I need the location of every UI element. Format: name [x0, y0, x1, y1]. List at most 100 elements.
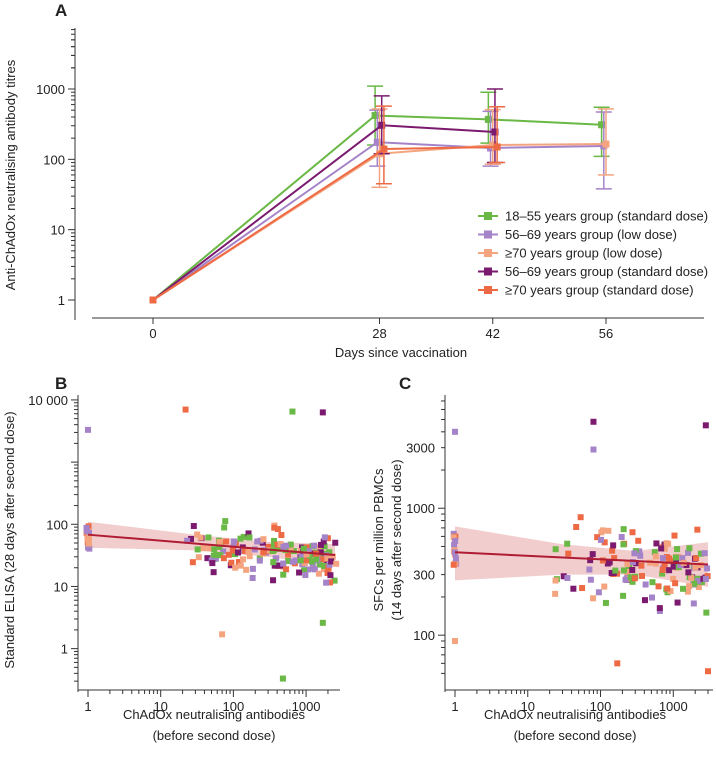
data-point: [674, 599, 681, 606]
data-point: [378, 121, 386, 129]
data-point: [598, 121, 606, 129]
data-point: [663, 540, 670, 547]
y-tick-label: 300: [413, 568, 435, 583]
data-point: [269, 547, 276, 554]
y-axis-label-line1: SFCs per million PBMCs: [371, 468, 386, 612]
data-point: [656, 605, 663, 612]
x-axis-label-line1: ChAdOx neutralising antibodies: [123, 707, 306, 722]
data-point: [274, 526, 281, 533]
y-tick-label: 3000: [406, 441, 435, 456]
data-point: [240, 533, 247, 540]
data-point: [216, 538, 223, 545]
data-point: [589, 551, 596, 558]
data-point: [635, 537, 642, 544]
data-point: [670, 575, 677, 582]
data-point: [305, 548, 312, 555]
data-point: [590, 418, 597, 425]
data-point: [326, 561, 333, 568]
series-line: [152, 145, 498, 301]
confidence-band: [455, 526, 708, 587]
data-point: [194, 531, 201, 538]
data-point: [680, 585, 687, 592]
data-point: [333, 560, 340, 567]
data-point: [318, 541, 325, 548]
data-point: [200, 545, 207, 552]
x-axis-label-line1: ChAdOx neutralising antibodies: [484, 707, 667, 722]
data-point: [611, 555, 618, 562]
data-point: [629, 566, 636, 573]
data-point: [300, 545, 307, 552]
data-point: [666, 567, 673, 574]
panel-a: A 1 10 100 1000 0 28 42 56 18–55 years group (s…: [3, 1, 708, 360]
data-point: [273, 555, 280, 562]
legend-label: ≥70 years group (low dose): [505, 246, 662, 261]
data-point: [229, 547, 236, 554]
data-point: [624, 569, 631, 576]
data-point: [624, 561, 631, 568]
data-point: [560, 573, 567, 580]
panel-c-letter: C: [399, 374, 411, 393]
data-point: [618, 534, 625, 541]
data-point: [241, 547, 248, 554]
data-point: [86, 534, 93, 541]
data-point: [704, 565, 711, 572]
x-tick-label: 100: [590, 699, 612, 714]
data-point: [587, 576, 594, 583]
data-point: [614, 660, 621, 667]
data-point: [705, 668, 711, 675]
data-point: [594, 534, 601, 541]
y-tick-label: 10: [54, 579, 68, 594]
data-point: [697, 550, 704, 557]
data-point: [590, 446, 597, 453]
data-point: [698, 578, 705, 585]
data-point: [321, 563, 328, 570]
data-point: [552, 546, 559, 553]
data-point: [249, 575, 256, 582]
data-point: [211, 546, 218, 553]
data-point: [298, 553, 305, 560]
data-point: [590, 595, 597, 602]
y-tick-label: 10 000: [28, 393, 68, 408]
data-point: [316, 561, 323, 568]
data-point: [222, 518, 229, 525]
data-point: [620, 592, 627, 599]
data-point: [216, 543, 223, 550]
data-point: [260, 549, 267, 556]
x-tick-label: 10: [153, 699, 167, 714]
data-point: [245, 530, 252, 537]
data-point: [452, 555, 459, 562]
data-point: [225, 551, 232, 558]
data-point: [327, 579, 334, 586]
data-point: [270, 577, 277, 584]
data-point: [565, 550, 572, 557]
data-point: [232, 564, 239, 571]
data-point: [595, 589, 602, 596]
data-point: [194, 546, 201, 553]
data-point: [684, 588, 691, 595]
legend: 18–55 years group (standard dose) 56–69 y…: [478, 209, 708, 298]
data-point: [641, 597, 648, 604]
data-point: [223, 538, 230, 545]
data-point: [659, 555, 666, 562]
legend-label: 56–69 years group (standard dose): [505, 264, 708, 279]
data-point: [289, 408, 296, 415]
data-point: [246, 534, 253, 541]
data-point: [690, 600, 697, 607]
data-point: [240, 556, 247, 563]
data-point: [620, 526, 627, 533]
data-point: [234, 549, 241, 556]
data-point: [230, 538, 237, 545]
data-point: [319, 556, 326, 563]
data-point: [579, 585, 586, 592]
data-point: [702, 422, 709, 429]
data-point: [371, 111, 379, 119]
data-point: [302, 572, 309, 579]
data-point: [602, 599, 609, 606]
data-point: [237, 535, 244, 542]
x-tick-label: 1: [451, 699, 458, 714]
data-point: [672, 554, 679, 561]
x-tick-label: 0: [149, 326, 156, 341]
data-point: [279, 675, 286, 682]
data-point: [190, 523, 197, 530]
x-tick-label: 1: [84, 699, 91, 714]
